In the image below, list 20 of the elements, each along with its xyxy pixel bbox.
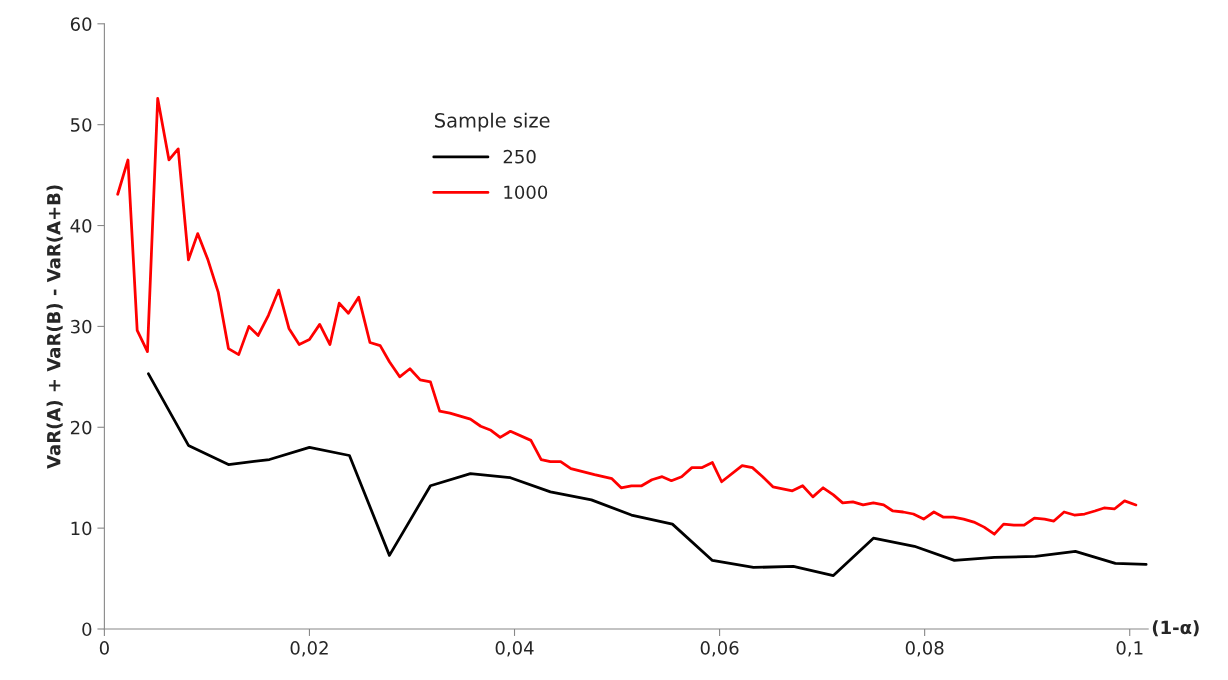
- y-tick-label: 20: [70, 420, 92, 435]
- legend-label: 250: [503, 149, 536, 164]
- y-tick-label: 50: [70, 118, 92, 132]
- y-tick-label: 0: [82, 622, 92, 637]
- line-series: [116, 97, 1138, 536]
- y-tick-label: 60: [70, 17, 92, 31]
- x-tick-label: 0,08: [905, 641, 944, 657]
- y-tick-label: 30: [70, 319, 92, 334]
- line-series: [147, 372, 1148, 577]
- y-axis-title: VaR(A) + VaR(B) - VaR(A+B): [46, 185, 63, 469]
- x-axis-title: (1-α): [1152, 620, 1199, 637]
- x-tick-label: 0: [99, 641, 109, 655]
- y-tick-label: 40: [70, 218, 92, 233]
- legend-label: 1000: [504, 185, 548, 200]
- x-tick-label: 0,02: [290, 641, 328, 657]
- x-tick-label: 0,04: [495, 641, 534, 657]
- x-tick-label: 0,1: [1116, 641, 1143, 657]
- legend-title: Sample size: [435, 112, 550, 132]
- y-tick-label: 10: [71, 521, 92, 536]
- x-tick-label: 0,06: [700, 641, 739, 657]
